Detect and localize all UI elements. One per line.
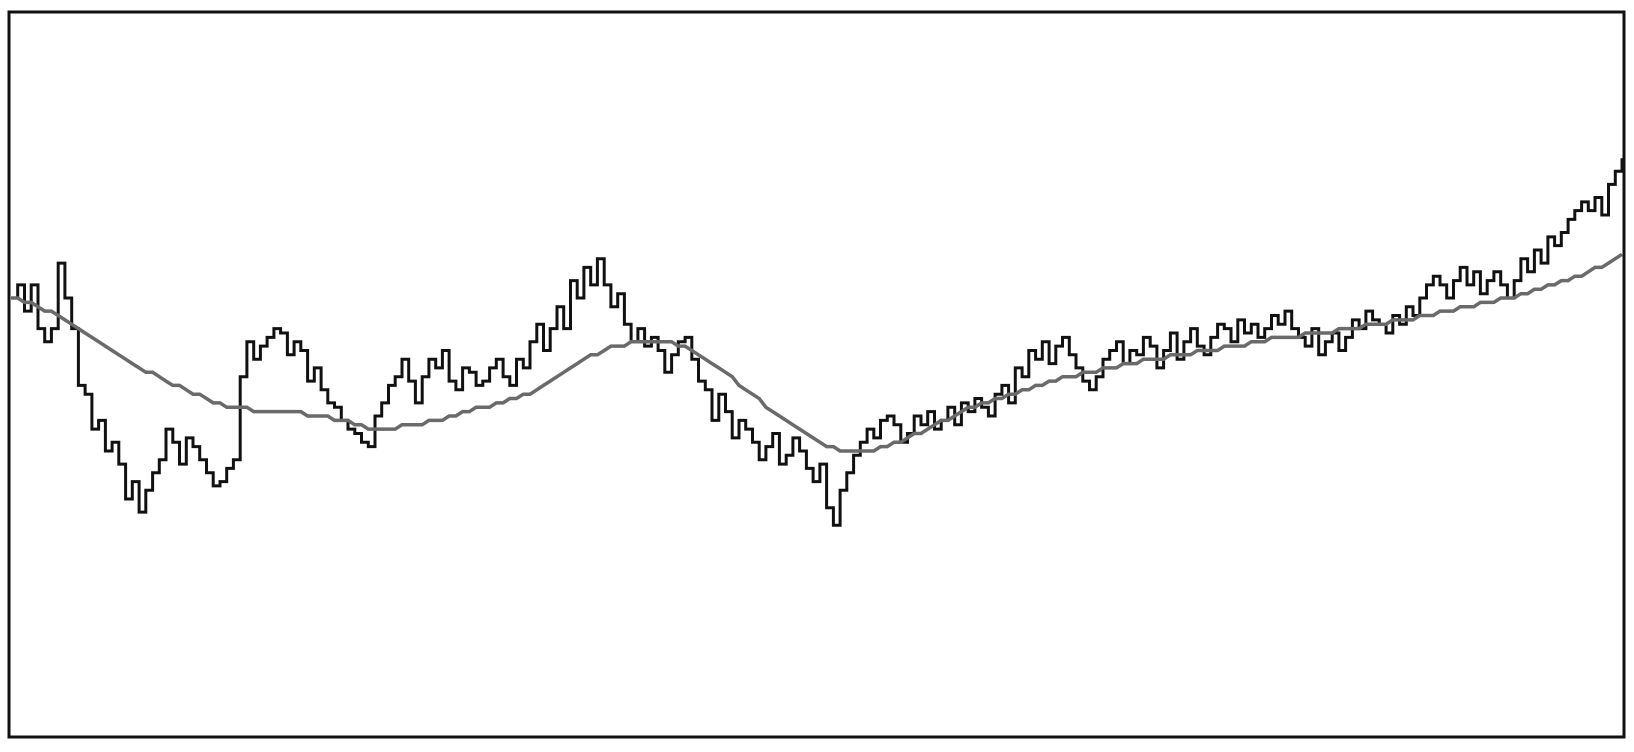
series-line-2 bbox=[11, 252, 1623, 453]
chart-frame bbox=[7, 10, 1626, 739]
series-line-1 bbox=[11, 158, 1624, 527]
series-layer bbox=[11, 158, 1624, 527]
